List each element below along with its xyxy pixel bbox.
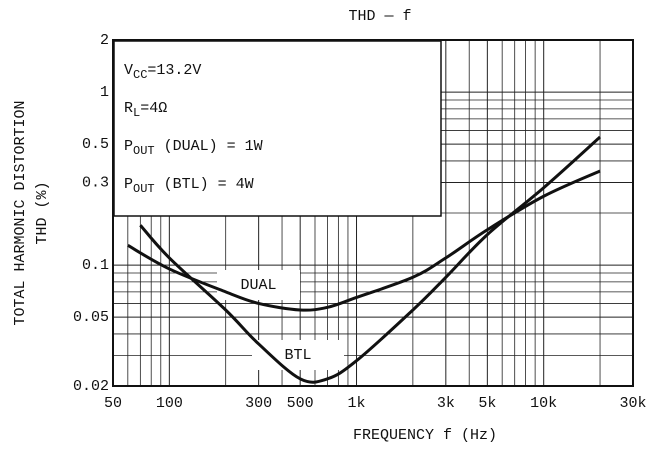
x-axis-label: FREQUENCY f (Hz) (353, 427, 497, 444)
annotation: RL=4Ω (124, 100, 167, 120)
x-tick-label: 500 (287, 395, 314, 412)
annotation-part: OUT (133, 144, 155, 158)
y-tick-label: 1 (100, 84, 109, 101)
x-tick-label: 3k (437, 395, 455, 412)
x-tick-label: 5k (478, 395, 496, 412)
annotation-part: OUT (133, 182, 155, 196)
x-tick-label: 300 (245, 395, 272, 412)
y-tick-label: 0.05 (73, 309, 109, 326)
legend-label: BTL (284, 347, 311, 364)
annotation-box (113, 40, 442, 217)
annotation: VCC=13.2V (124, 62, 201, 82)
annotation-part: L (133, 106, 140, 120)
chart-title: THD — f (348, 8, 411, 25)
annotation: POUT (DUAL) = 1W (124, 138, 263, 158)
y-tick-label: 2 (100, 32, 109, 49)
plot-frame (112, 39, 634, 387)
annotation: POUT (BTL) = 4W (124, 176, 254, 196)
annotation-part: =4Ω (140, 100, 167, 117)
x-tick-label: 1k (348, 395, 366, 412)
line-series (127, 169, 601, 312)
annotation-part: (DUAL) = 1W (155, 138, 263, 155)
x-tick-label: 100 (156, 395, 183, 412)
curve-label-box (252, 340, 344, 370)
y-axis-label: THD (%) (34, 181, 51, 244)
line-series (139, 135, 602, 384)
x-tick-label: 30k (619, 395, 646, 412)
annotation-part: =13.2V (147, 62, 201, 79)
x-tick-label: 10k (530, 395, 557, 412)
annotation-part: (BTL) = 4W (155, 176, 254, 193)
y-axis-label: TOTAL HARMONIC DISTORTION (12, 100, 29, 325)
annotation-part: V (124, 62, 133, 79)
y-tick-label: 0.3 (82, 175, 109, 192)
annotation-part: CC (133, 68, 147, 82)
y-tick-label: 0.02 (73, 378, 109, 395)
annotation-part: P (124, 138, 133, 155)
y-tick-label: 0.5 (82, 136, 109, 153)
annotation-part: R (124, 100, 133, 117)
x-tick-label: 50 (104, 395, 122, 412)
annotation-part: P (124, 176, 133, 193)
legend-label: DUAL (240, 277, 276, 294)
y-tick-label: 0.1 (82, 257, 109, 274)
